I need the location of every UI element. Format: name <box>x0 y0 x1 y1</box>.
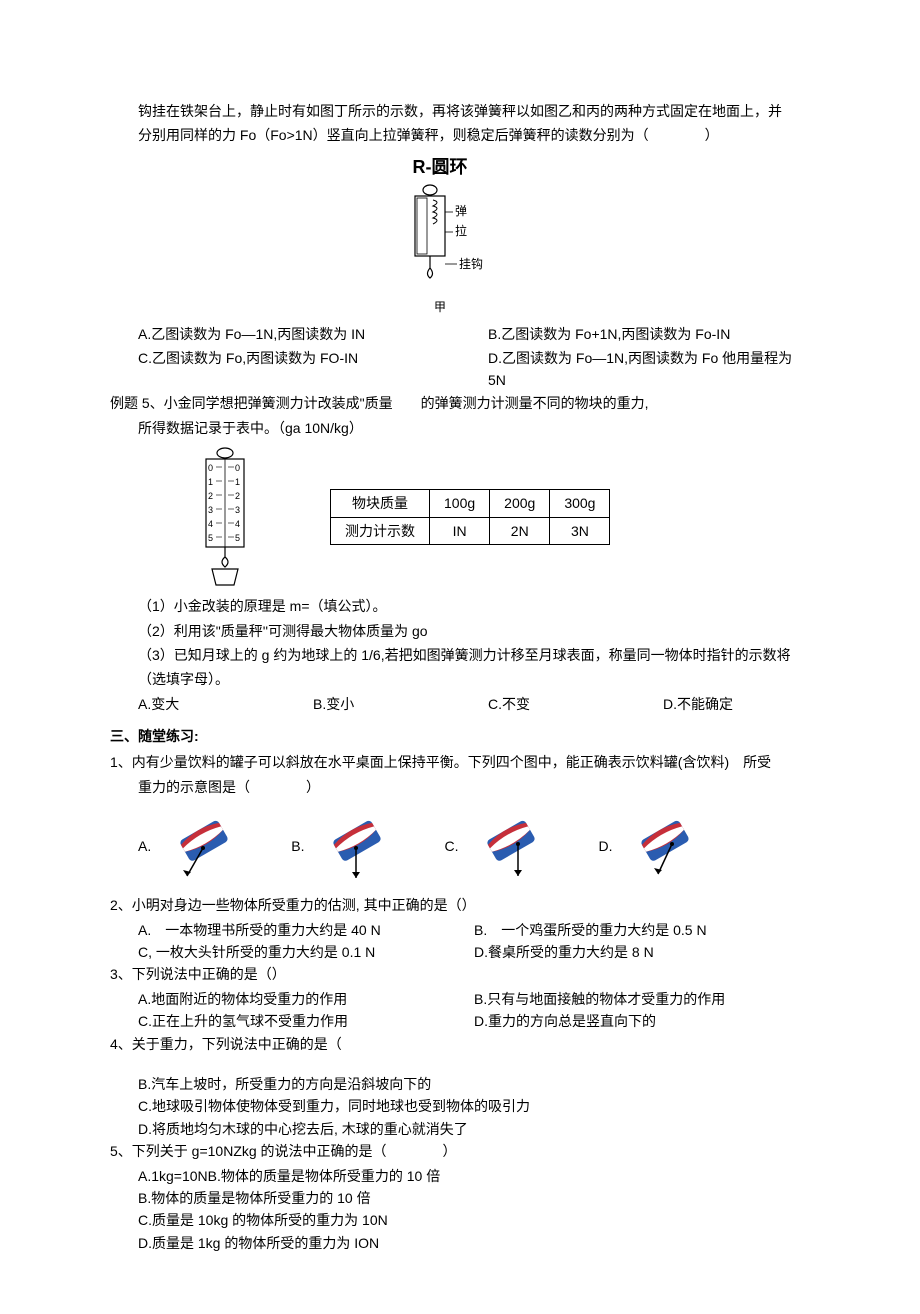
sub-q3b: （选填字母）。 <box>110 668 810 690</box>
th-300g: 300g <box>550 490 610 517</box>
label-ring: R-圆环 <box>413 157 468 177</box>
pepsi-label-c: C. <box>444 835 458 857</box>
p5-c: C.质量是 10kg 的物体所受的重力为 10N <box>138 1209 810 1231</box>
opt-a: A.乙图读数为 Fo—1N,丙图读数为 IN <box>110 323 460 345</box>
p3-d: D.重力的方向总是竖直向下的 <box>474 1010 810 1032</box>
p2-a: A. 一本物理书所受的重力大约是 40 N <box>138 919 474 941</box>
opt-b: B.乙图读数为 Fo+1N,丙图读数为 Fo-IN <box>460 323 810 345</box>
sub-opt-c: C.不变 <box>460 693 635 715</box>
p3-b: B.只有与地面接触的物体才受重力的作用 <box>474 988 810 1010</box>
p2-b: B. 一个鸡蛋所受的重力大约是 0.5 N <box>474 919 810 941</box>
p5-d: D.质量是 1kg 的物体所受的重力为 ION <box>138 1232 810 1254</box>
p3-a: A.地面附近的物体均受重力的作用 <box>138 988 474 1010</box>
pepsi-label-a: A. <box>138 835 151 857</box>
td-3n: 3N <box>550 517 610 544</box>
sub-opt-d: D.不能确定 <box>635 693 810 715</box>
td-reading: 测力计示数 <box>331 517 430 544</box>
svg-text:拉: 拉 <box>455 223 467 238</box>
label-jia: 甲 <box>310 298 570 317</box>
th-mass: 物块质量 <box>331 490 430 517</box>
svg-text:2: 2 <box>235 491 240 501</box>
p2-d: D.餐桌所受的重力大约是 8 N <box>474 941 810 963</box>
sub-q3a: （3）已知月球上的 g 约为地球上的 1/6,若把如图弹簧测力计移至月球表面，称… <box>110 644 810 666</box>
can-c <box>464 806 564 886</box>
p4-b: B.汽车上坡时，所受重力的方向是沿斜坡向下的 <box>138 1073 810 1095</box>
svg-text:挂钩: 挂钩 <box>459 257 483 271</box>
p3-c: C.正在上升的氢气球不受重力作用 <box>138 1010 474 1032</box>
measurement-table: 物块质量 100g 200g 300g 测力计示数 IN 2N 3N <box>330 489 610 545</box>
th-200g: 200g <box>490 490 550 517</box>
p4-c: C.地球吸引物体使物体受到重力，同时地球也受到物体的吸引力 <box>138 1095 810 1117</box>
td-2n: 2N <box>490 517 550 544</box>
svg-text:0: 0 <box>235 463 240 473</box>
sub-q1: （1）小金改装的原理是 m=（填公式）。 <box>110 595 810 617</box>
svg-text:弹: 弹 <box>455 204 467 218</box>
svg-text:5: 5 <box>235 533 240 543</box>
p1-line2: 重力的示意图是（ ） <box>110 776 810 798</box>
can-d <box>618 806 718 886</box>
p3-q: 3、下列说法中正确的是（） <box>110 963 810 985</box>
figure-spring-diagram: R-圆环 弹 拉 挂钩 甲 <box>310 153 570 317</box>
p4-d: D.将质地均匀木球的中心挖去后, 木球的重心就消失了 <box>138 1118 810 1140</box>
p4-q: 4、关于重力，下列说法中正确的是（ <box>110 1033 810 1055</box>
th-100g: 100g <box>430 490 490 517</box>
opt-d: D.乙图读数为 Fo—1N,丙图读数为 Fo 他用量程为 5N <box>460 347 810 392</box>
svg-text:1: 1 <box>208 477 213 487</box>
sub-opt-a: A.变大 <box>110 693 285 715</box>
svg-text:2: 2 <box>208 491 213 501</box>
p2-q: 2、小明对身边一些物体所受重力的估测, 其中正确的是（） <box>110 894 810 916</box>
svg-text:4: 4 <box>235 519 240 529</box>
p5-a: A.1kg=10NB.物体的质量是物体所受重力的 10 倍 <box>138 1165 810 1187</box>
spring-svg: 弹 拉 挂钩 <box>395 182 485 292</box>
svg-text:1: 1 <box>235 477 240 487</box>
svg-text:5: 5 <box>208 533 213 543</box>
can-b <box>310 806 410 886</box>
sub-opt-b: B.变小 <box>285 693 460 715</box>
dynamometer-svg: 0 0 1 1 2 2 3 3 4 4 5 5 <box>190 447 260 587</box>
example5-line2: 所得数据记录于表中。（ga 10N/kg） <box>110 417 810 439</box>
pepsi-label-b: B. <box>291 835 304 857</box>
pepsi-label-d: D. <box>598 835 612 857</box>
p5-b: B.物体的质量是物体所受重力的 10 倍 <box>138 1187 810 1209</box>
p5-q: 5、下列关于 g=10NZkg 的说法中正确的是（ ） <box>110 1140 810 1162</box>
intro-options: A.乙图读数为 Fo—1N,丙图读数为 IN B.乙图读数为 Fo+1N,丙图读… <box>110 323 810 392</box>
p1-line1: 1、内有少量饮料的罐子可以斜放在水平桌面上保持平衡。下列四个图中，能正确表示饮料… <box>110 751 810 773</box>
sub-q2: （2）利用该"质量秤''可测得最大物体质量为 go <box>110 620 810 642</box>
intro-line1: 钩挂在铁架台上，静止时有如图丁所示的示数，再将该弹簧秤以如图乙和丙的两种方式固定… <box>110 100 810 122</box>
svg-text:3: 3 <box>235 505 240 515</box>
can-a <box>157 806 257 886</box>
pepsi-options: A. B. C. <box>138 806 810 886</box>
p2-c: C, 一枚大头针所受的重力大约是 0.1 N <box>138 941 474 963</box>
section3-title: 三、随堂练习: <box>110 725 810 747</box>
example5-line1: 例题 5、小金同学想把弹簧测力计改装成"质量 的弹簧测力计测量不同的物块的重力, <box>110 392 810 414</box>
opt-c: C.乙图读数为 Fo,丙图读数为 FO-IN <box>110 347 460 392</box>
td-1n: IN <box>430 517 490 544</box>
svg-text:4: 4 <box>208 519 213 529</box>
svg-text:3: 3 <box>208 505 213 515</box>
svg-text:0: 0 <box>208 463 213 473</box>
intro-line2: 分别用同样的力 Fo（Fo>1N）竖直向上拉弹簧秤，则稳定后弹簧秤的读数分别为（… <box>110 124 810 146</box>
